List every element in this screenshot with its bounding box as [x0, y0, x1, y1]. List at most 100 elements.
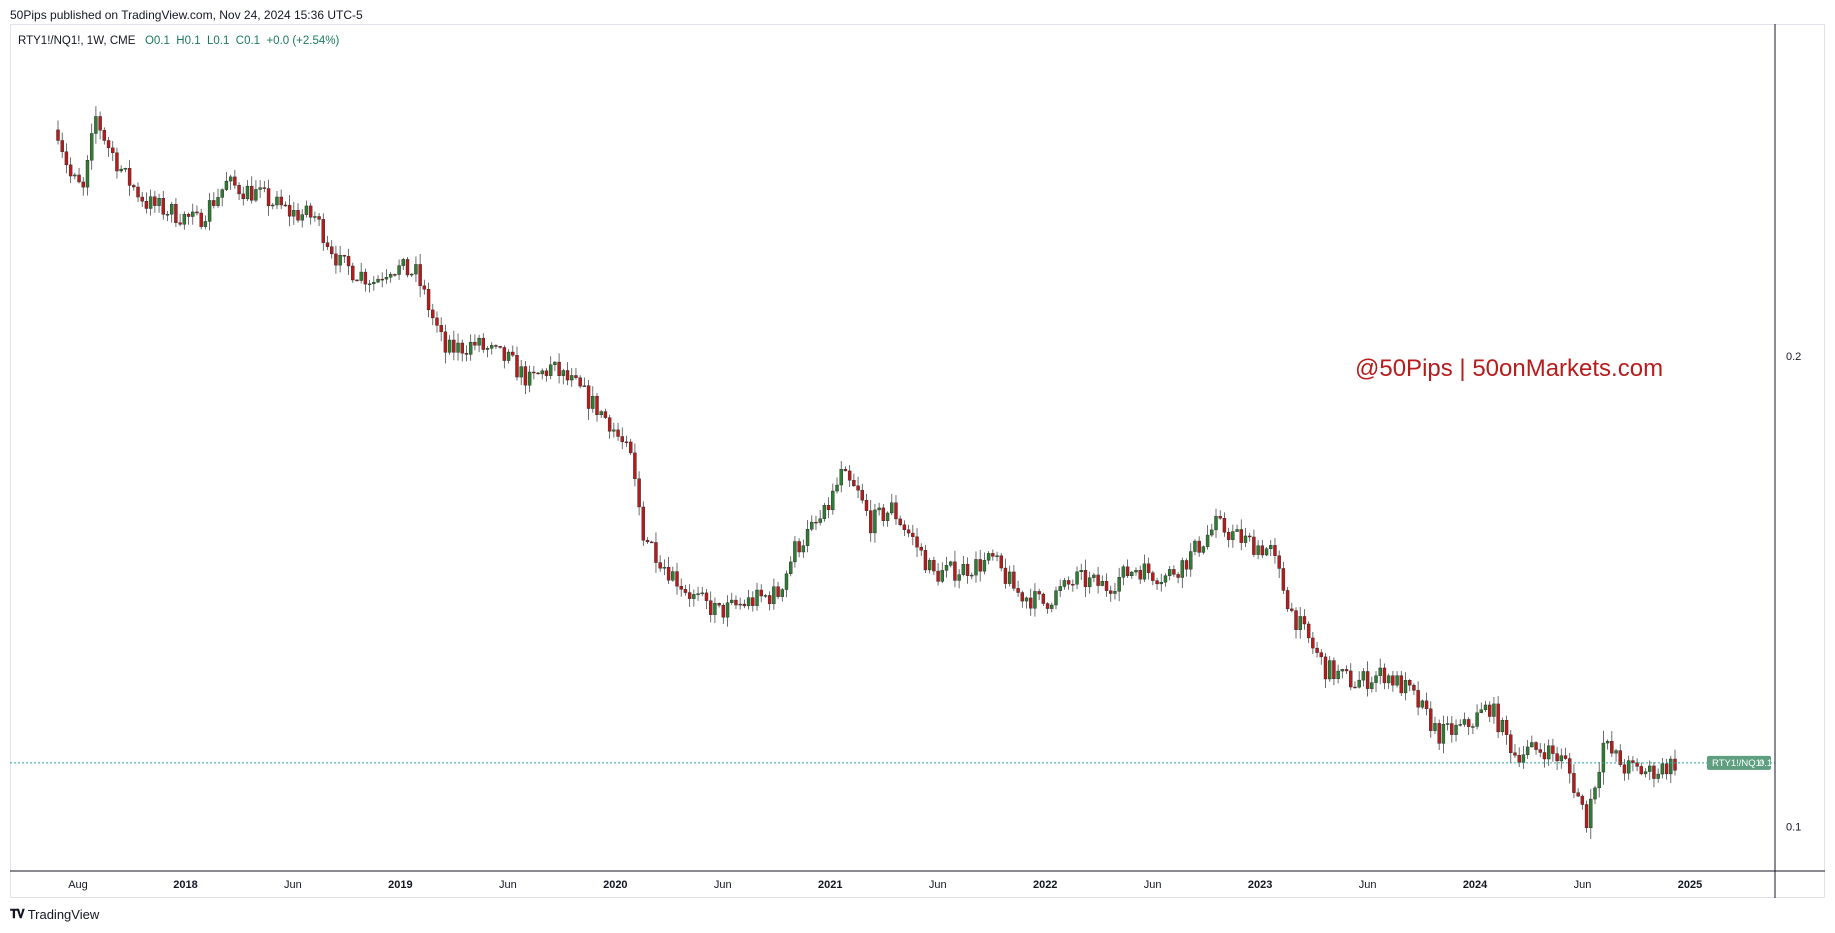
candle-body: [317, 216, 321, 220]
candle-body: [1184, 560, 1189, 570]
tradingview-logo-icon: 𝐓𝐕: [10, 907, 25, 921]
candle-body: [485, 348, 490, 350]
candle-body: [1163, 575, 1168, 583]
candle-body: [570, 375, 574, 381]
candle-body: [1037, 591, 1041, 595]
candle-body: [1361, 671, 1366, 681]
time-tick-label: 2025: [1678, 879, 1702, 891]
candle-body: [245, 185, 250, 200]
candle-body: [308, 205, 313, 218]
candle-body: [1664, 763, 1669, 775]
legend-open: O0.1: [144, 35, 170, 47]
candle-body: [494, 345, 498, 347]
candle-body: [98, 116, 102, 131]
candle-body: [1277, 555, 1281, 569]
candle-body: [64, 151, 69, 166]
candle-body: [1231, 531, 1235, 540]
candle-body: [228, 176, 233, 182]
candle-body: [666, 567, 671, 581]
candle-body: [68, 164, 73, 177]
candle-body: [877, 507, 881, 511]
candle-body: [1180, 560, 1185, 578]
candle-body: [1167, 569, 1172, 576]
candle-body: [1365, 671, 1370, 689]
candle-body: [418, 264, 422, 287]
candle-body: [658, 562, 662, 569]
candle-body: [1239, 529, 1243, 543]
candle-body: [578, 377, 582, 387]
time-tick-label: 2023: [1248, 879, 1272, 891]
candle-body: [182, 213, 187, 225]
candle-body: [1626, 760, 1631, 774]
candle-body: [1416, 690, 1420, 708]
candle-body: [1471, 726, 1475, 728]
candle-body: [1294, 610, 1298, 630]
candle-body: [1534, 742, 1538, 750]
candle-body: [1243, 535, 1248, 543]
candle-body: [1159, 582, 1163, 585]
candle-body: [1408, 680, 1412, 686]
candle-body: [464, 353, 469, 355]
legend-low: L0.1: [206, 35, 230, 47]
time-scale: Aug 2018 Jun 2019 Jun 2020 Jun 2021 Jun 2022 Jun 20…: [68, 879, 1702, 891]
price-scale: 0.2 0.1: [1786, 351, 1801, 834]
candle-body: [696, 593, 700, 595]
candle-body: [342, 255, 347, 257]
candle-body: [738, 603, 742, 606]
candle-body: [250, 185, 254, 201]
candle-body: [313, 216, 317, 218]
legend-symbol: RTY1!/NQ1!, 1W, CME: [18, 35, 136, 47]
candle-body: [481, 337, 486, 350]
candle-body: [1096, 574, 1100, 586]
candle-body: [1302, 616, 1307, 625]
legend-close: C0.1: [235, 35, 261, 47]
footer-branding[interactable]: 𝐓𝐕 TradingView: [10, 907, 99, 922]
price-chart[interactable]: 0.2 0.1 Aug 2018 Jun 2019 Jun 2020 Jun 2021 Jun 20…: [10, 24, 1825, 898]
candle-body: [1437, 723, 1441, 744]
candle-body: [793, 541, 797, 563]
candle-body: [452, 339, 456, 353]
candle-body: [1538, 749, 1542, 753]
candle-body: [477, 337, 481, 346]
candle-body: [1260, 545, 1265, 556]
candle-body: [1504, 720, 1509, 735]
candle-body: [468, 341, 473, 355]
candle-body: [338, 255, 342, 266]
candle-body: [1386, 675, 1391, 684]
candle-body: [1593, 787, 1597, 800]
candle-body: [763, 595, 768, 597]
time-tick-label: 2020: [603, 879, 627, 891]
candle-body: [443, 331, 448, 353]
candle-body: [1509, 734, 1513, 753]
candle-body: [216, 197, 220, 206]
candle-body: [730, 599, 734, 603]
candle-body: [1391, 675, 1395, 686]
candle-body: [161, 198, 165, 215]
time-tick-label: 2018: [173, 879, 197, 891]
candle-body: [523, 366, 528, 386]
candle-body: [1100, 581, 1105, 586]
badge-value: 0.1: [1759, 758, 1772, 769]
candle-body: [717, 602, 721, 606]
candle-body: [1500, 720, 1505, 733]
candle-body: [1071, 583, 1075, 586]
candle-body: [241, 193, 245, 200]
candle-body: [1315, 647, 1319, 653]
candle-body: [1395, 675, 1399, 686]
candle-body: [1555, 753, 1559, 762]
candle-body: [1125, 566, 1130, 577]
candle-body: [490, 345, 494, 349]
candle-body: [81, 181, 85, 188]
candle-body: [351, 265, 355, 281]
candle-body: [1496, 703, 1500, 733]
candle-body: [300, 214, 304, 221]
candle-body: [789, 561, 793, 574]
candle-body: [325, 242, 330, 247]
candle-body: [1079, 570, 1083, 573]
candle-body: [860, 490, 864, 501]
candle-body: [628, 441, 633, 454]
candle-body: [620, 436, 624, 443]
candle-body: [220, 189, 224, 198]
candle-body: [1109, 590, 1113, 594]
candle-body: [645, 540, 650, 543]
